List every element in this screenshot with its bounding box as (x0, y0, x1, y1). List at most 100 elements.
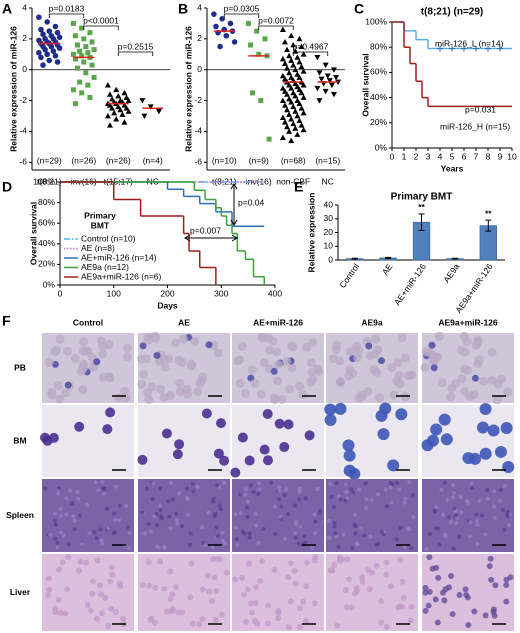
cell-texture (350, 546, 355, 551)
cell-texture (443, 532, 448, 537)
cell-texture (56, 489, 61, 494)
data-point (281, 60, 288, 66)
cell-texture (235, 378, 245, 388)
micrograph (138, 554, 230, 631)
cell-texture (492, 582, 499, 589)
cell-texture (277, 497, 282, 502)
cell-texture (240, 389, 250, 399)
cell-texture (190, 337, 200, 347)
cell-texture (317, 511, 322, 516)
cell-texture (97, 582, 104, 589)
y-tick-label: 60% (38, 217, 55, 227)
cell-texture (64, 586, 71, 593)
cell-texture (343, 482, 348, 487)
data-point (279, 72, 286, 79)
cell-texture (61, 388, 71, 398)
cell-texture (159, 354, 169, 364)
cell-texture (297, 497, 302, 502)
cell-texture (168, 526, 173, 531)
cell-texture (283, 536, 288, 541)
cell-texture (257, 487, 262, 492)
cell-texture (72, 518, 77, 523)
data-point (281, 88, 288, 94)
cell-texture (458, 495, 463, 500)
cell-texture (363, 481, 368, 486)
cell-texture (434, 619, 441, 626)
data-point (296, 117, 303, 124)
cell-texture (214, 556, 221, 563)
data-point (262, 36, 268, 42)
cell-texture (377, 428, 390, 441)
error-bar (485, 219, 492, 232)
data-point (296, 35, 303, 42)
bracket (223, 13, 260, 18)
cell-texture (485, 497, 490, 502)
cell-texture (53, 536, 58, 541)
cell-texture (74, 421, 85, 432)
cell-texture (237, 432, 248, 443)
data-point (54, 59, 61, 65)
cell-texture (433, 564, 440, 571)
cell-texture (507, 523, 512, 528)
cell-texture (503, 387, 513, 397)
micrograph (422, 554, 514, 631)
data-point (72, 33, 78, 39)
cell-texture (80, 346, 90, 356)
cell-texture (167, 568, 174, 575)
cell-texture (146, 582, 153, 589)
cell-texture (65, 554, 72, 561)
cell-texture (53, 380, 63, 390)
cell-texture (328, 481, 333, 486)
cell-texture (221, 538, 226, 543)
censor-mark (485, 45, 491, 52)
data-point (279, 55, 286, 62)
cell-texture (216, 418, 227, 429)
cell-texture (446, 515, 451, 520)
data-point (42, 46, 48, 53)
arrow (184, 234, 238, 242)
data-point (288, 57, 295, 63)
micrograph (326, 554, 418, 631)
cell-texture (407, 480, 412, 485)
cell-texture (487, 424, 500, 437)
y-axis-label: Relative expression of miR-126 (183, 26, 193, 152)
cell-texture (152, 514, 157, 519)
cell-texture (497, 498, 502, 503)
cell-texture (430, 364, 438, 372)
cell-texture (187, 594, 194, 601)
cell-texture (286, 512, 291, 517)
cell-texture (239, 574, 246, 581)
cell-texture (498, 487, 503, 492)
x-tick-label: 0 (58, 288, 63, 298)
cell-texture (104, 339, 114, 349)
data-point (314, 85, 321, 92)
data-point (147, 104, 154, 110)
data-point (40, 62, 46, 68)
cell-texture (90, 578, 97, 585)
data-point (298, 43, 305, 49)
cell-texture (70, 353, 80, 363)
censor-mark (497, 45, 503, 52)
cell-texture (242, 619, 249, 626)
cell-texture (93, 358, 101, 366)
cell-texture (284, 487, 289, 492)
data-point (87, 30, 93, 36)
data-point (279, 26, 286, 32)
cell-texture (293, 531, 298, 536)
y-tick-label: 20 (324, 227, 334, 237)
cell-texture (296, 623, 303, 630)
cell-texture (283, 419, 294, 430)
data-point (288, 32, 295, 39)
cell-texture (293, 535, 298, 540)
cell-texture (233, 356, 243, 366)
cell-texture (451, 546, 456, 551)
cell-texture (487, 347, 497, 357)
x-tick-label: 7 (474, 151, 479, 161)
cell-texture (446, 392, 456, 402)
cell-texture (502, 460, 515, 473)
cell-texture (334, 402, 347, 415)
y-tick-label: 60% (370, 67, 387, 77)
cell-texture (55, 545, 60, 550)
image-background (232, 405, 324, 477)
annotation: p=0.031 (465, 104, 496, 114)
